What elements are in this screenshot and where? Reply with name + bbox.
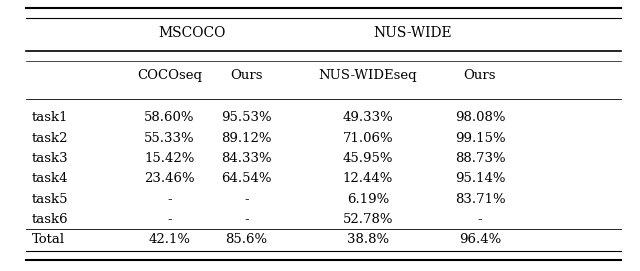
Text: task5: task5 xyxy=(32,193,68,206)
Text: 12.44%: 12.44% xyxy=(343,172,393,185)
Text: 83.71%: 83.71% xyxy=(454,193,506,206)
Text: -: - xyxy=(244,193,249,206)
Text: 42.1%: 42.1% xyxy=(148,233,191,246)
Text: 96.4%: 96.4% xyxy=(459,233,501,246)
Text: -: - xyxy=(244,213,249,226)
Text: 6.19%: 6.19% xyxy=(347,193,389,206)
Text: 49.33%: 49.33% xyxy=(342,111,394,124)
Text: task2: task2 xyxy=(32,132,68,145)
Text: 71.06%: 71.06% xyxy=(342,132,394,145)
Text: 99.15%: 99.15% xyxy=(454,132,506,145)
Text: 89.12%: 89.12% xyxy=(221,132,271,145)
Text: 84.33%: 84.33% xyxy=(221,152,272,165)
Text: 58.60%: 58.60% xyxy=(145,111,195,124)
Text: -: - xyxy=(167,193,172,206)
Text: 52.78%: 52.78% xyxy=(343,213,393,226)
Text: COCOseq: COCOseq xyxy=(137,69,202,82)
Text: Total: Total xyxy=(32,233,65,246)
Text: NUS-WIDE: NUS-WIDE xyxy=(374,25,452,40)
Text: 95.14%: 95.14% xyxy=(455,172,505,185)
Text: -: - xyxy=(167,213,172,226)
Text: 85.6%: 85.6% xyxy=(225,233,268,246)
Text: 55.33%: 55.33% xyxy=(144,132,195,145)
Text: Ours: Ours xyxy=(464,69,496,82)
Text: task4: task4 xyxy=(32,172,68,185)
Text: 45.95%: 45.95% xyxy=(343,152,393,165)
Text: 98.08%: 98.08% xyxy=(455,111,505,124)
Text: task6: task6 xyxy=(32,213,68,226)
Text: 64.54%: 64.54% xyxy=(221,172,271,185)
Text: NUS-WIDEseq: NUS-WIDEseq xyxy=(319,69,417,82)
Text: 38.8%: 38.8% xyxy=(347,233,389,246)
Text: -: - xyxy=(477,213,483,226)
Text: 88.73%: 88.73% xyxy=(454,152,506,165)
Text: 15.42%: 15.42% xyxy=(145,152,195,165)
Text: 23.46%: 23.46% xyxy=(144,172,195,185)
Text: task3: task3 xyxy=(32,152,68,165)
Text: 95.53%: 95.53% xyxy=(221,111,272,124)
Text: MSCOCO: MSCOCO xyxy=(158,25,226,40)
Text: task1: task1 xyxy=(32,111,68,124)
Text: Ours: Ours xyxy=(230,69,262,82)
